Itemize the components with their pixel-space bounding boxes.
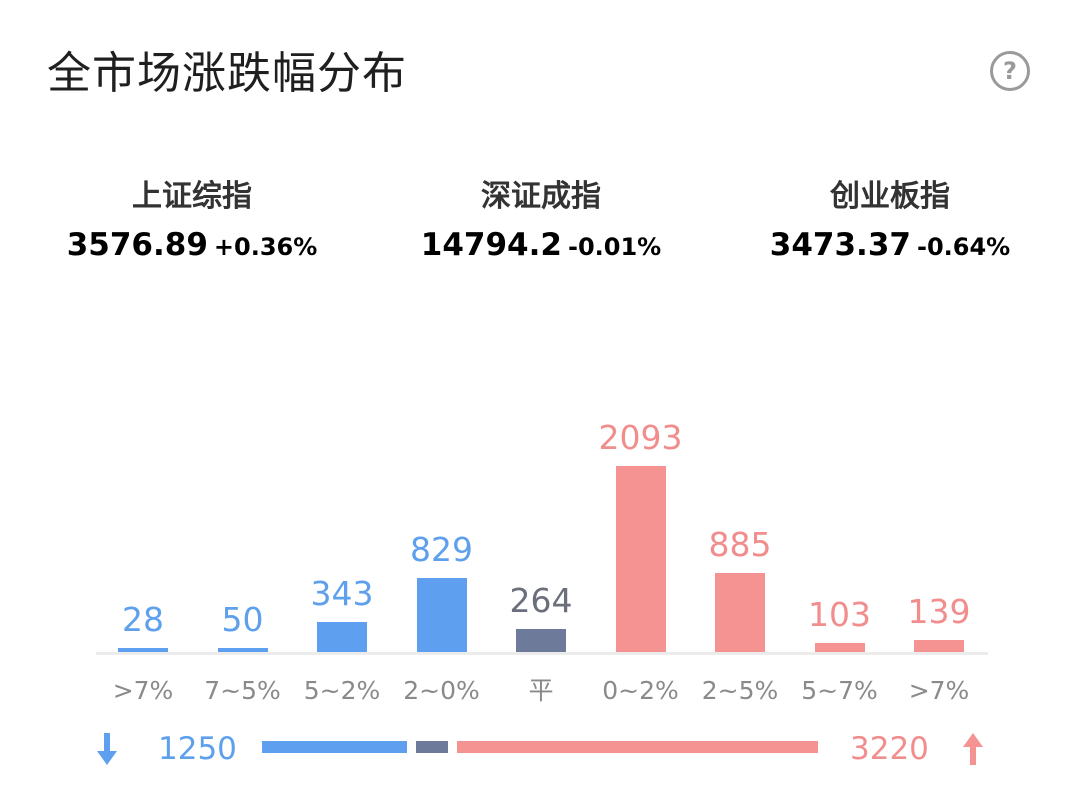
index-price: 3473.37 bbox=[769, 227, 911, 263]
bar-4 bbox=[416, 578, 467, 652]
category-label: 5~2% bbox=[303, 676, 381, 705]
bar-1 bbox=[118, 648, 168, 652]
bar-3 bbox=[317, 622, 367, 652]
up-down-summary: 1250 3220 bbox=[0, 727, 1080, 771]
index-card-shanghai[interactable]: 上证综指 3576.89 +0.36% bbox=[48, 157, 336, 283]
page-title: 全市场涨跌幅分布 bbox=[47, 48, 407, 99]
index-change: -0.64% bbox=[916, 233, 1011, 261]
category-label: 7~5% bbox=[204, 676, 281, 705]
category-label: 0~2% bbox=[602, 676, 679, 705]
question-circle-icon[interactable]: ? bbox=[990, 51, 1030, 91]
index-values: 14794.2 -0.01% bbox=[397, 225, 685, 270]
category-label: >7% bbox=[112, 676, 174, 705]
bar-value-label: 2093 bbox=[598, 418, 683, 457]
category-label: 5~7% bbox=[801, 676, 878, 705]
bar-value-label: 885 bbox=[708, 525, 772, 564]
bar-value-label: 264 bbox=[509, 581, 573, 620]
bar-9 bbox=[914, 640, 964, 652]
index-card-shenzhen[interactable]: 深证成指 14794.2 -0.01% bbox=[397, 157, 685, 283]
index-name: 创业板指 bbox=[830, 179, 950, 214]
up-total: 3220 bbox=[850, 731, 929, 767]
index-name: 上证综指 bbox=[132, 179, 252, 214]
bar-value-label: 103 bbox=[808, 595, 871, 634]
arrow-up-icon bbox=[963, 733, 983, 765]
flat-ratio-segment bbox=[416, 741, 448, 753]
index-price: 14794.2 bbox=[420, 227, 562, 263]
bar-value-label: 343 bbox=[310, 574, 374, 613]
up-ratio-segment bbox=[457, 741, 818, 753]
index-name: 深证成指 bbox=[481, 179, 601, 214]
bar-8 bbox=[814, 643, 865, 652]
bar-2 bbox=[217, 648, 268, 652]
index-price: 3576.89 bbox=[66, 227, 208, 263]
down-ratio-segment bbox=[262, 741, 407, 753]
bar-value-label: 28 bbox=[122, 600, 164, 639]
category-label: 2~5% bbox=[701, 676, 779, 705]
index-values: 3473.37 -0.64% bbox=[746, 225, 1034, 270]
arrow-down-icon bbox=[97, 733, 117, 765]
distribution-chart: 28 >7% 50 7~5% 343 5~2% 829 2~0% 264 平 2093 0~2% 885… bbox=[0, 380, 1080, 720]
index-change: +0.36% bbox=[213, 233, 318, 261]
chart-baseline bbox=[96, 652, 988, 655]
index-card-chinext[interactable]: 创业板指 3473.37 -0.64% bbox=[746, 157, 1034, 283]
bar-5 bbox=[516, 629, 566, 652]
bar-value-label: 829 bbox=[410, 530, 473, 569]
bar-7 bbox=[715, 573, 765, 652]
help-glyph: ? bbox=[1003, 57, 1017, 85]
down-total: 1250 bbox=[158, 731, 237, 767]
bar-value-label: 50 bbox=[221, 600, 264, 639]
index-values: 3576.89 +0.36% bbox=[48, 225, 336, 270]
bar-value-label: 139 bbox=[907, 592, 971, 631]
category-label: >7% bbox=[908, 676, 970, 705]
category-label: 2~0% bbox=[403, 676, 480, 705]
category-label: 平 bbox=[528, 676, 554, 705]
index-change: -0.01% bbox=[567, 233, 662, 261]
bar-6 bbox=[615, 466, 666, 652]
